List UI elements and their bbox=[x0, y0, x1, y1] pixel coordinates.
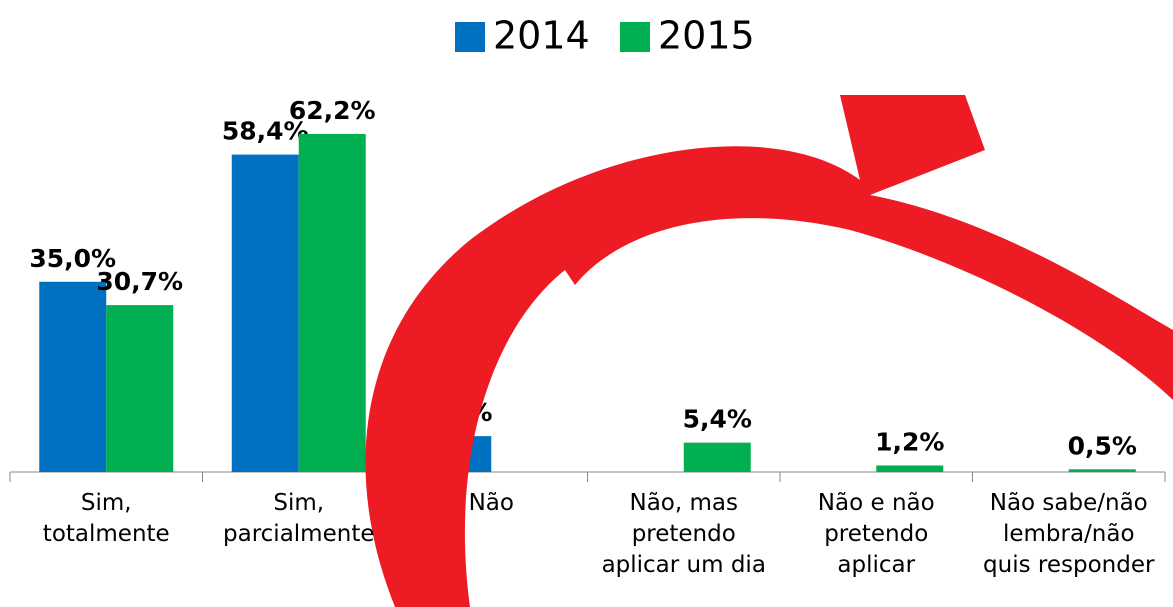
bar bbox=[876, 465, 943, 472]
legend-label: 2014 bbox=[493, 14, 590, 58]
x-tick-label: Não bbox=[395, 488, 587, 519]
bar bbox=[1069, 469, 1136, 472]
bar bbox=[232, 155, 299, 472]
x-tick-label: Sim, parcialmente bbox=[203, 488, 395, 550]
x-tick-label: Não e não pretendo aplicar bbox=[780, 488, 972, 581]
chart: 2014201535,0%30,7%58,4%62,2%6,6%5,4%1,2%… bbox=[0, 0, 1173, 607]
value-label: 5,4% bbox=[683, 405, 752, 434]
bar bbox=[39, 282, 106, 472]
legend-swatch bbox=[620, 22, 650, 52]
value-label: 0,5% bbox=[1068, 431, 1137, 460]
value-label: 30,7% bbox=[96, 267, 183, 296]
value-label: 1,2% bbox=[875, 427, 944, 456]
bar bbox=[299, 134, 366, 472]
x-tick-label: Sim, totalmente bbox=[10, 488, 202, 550]
legend-label: 2015 bbox=[658, 14, 755, 58]
bar bbox=[684, 443, 751, 472]
value-label: 62,2% bbox=[289, 96, 376, 125]
bar bbox=[106, 305, 173, 472]
x-tick-label: Não, mas pretendo aplicar um dia bbox=[588, 488, 780, 581]
legend-swatch bbox=[455, 22, 485, 52]
x-tick-label: Não sabe/não lembra/não quis responder bbox=[973, 488, 1165, 581]
